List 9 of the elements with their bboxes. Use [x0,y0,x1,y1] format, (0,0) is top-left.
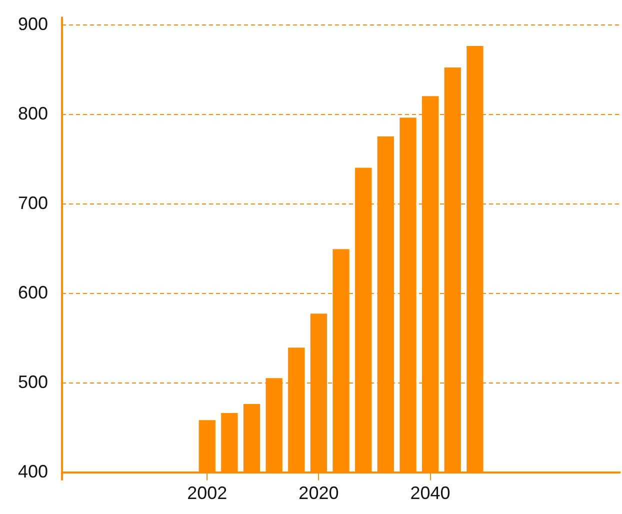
x-tick-label: 2020 [298,483,339,504]
y-tick-label: 400 [18,461,48,482]
y-tick-label: 900 [18,14,48,34]
x-tick-label: 2002 [187,483,228,504]
x-tick-label: 2040 [410,483,450,504]
y-tick-label: 500 [18,372,48,392]
y-tick-label: 800 [18,103,48,124]
y-tick-label: 700 [18,192,48,213]
y-tick-label: 600 [18,282,48,302]
